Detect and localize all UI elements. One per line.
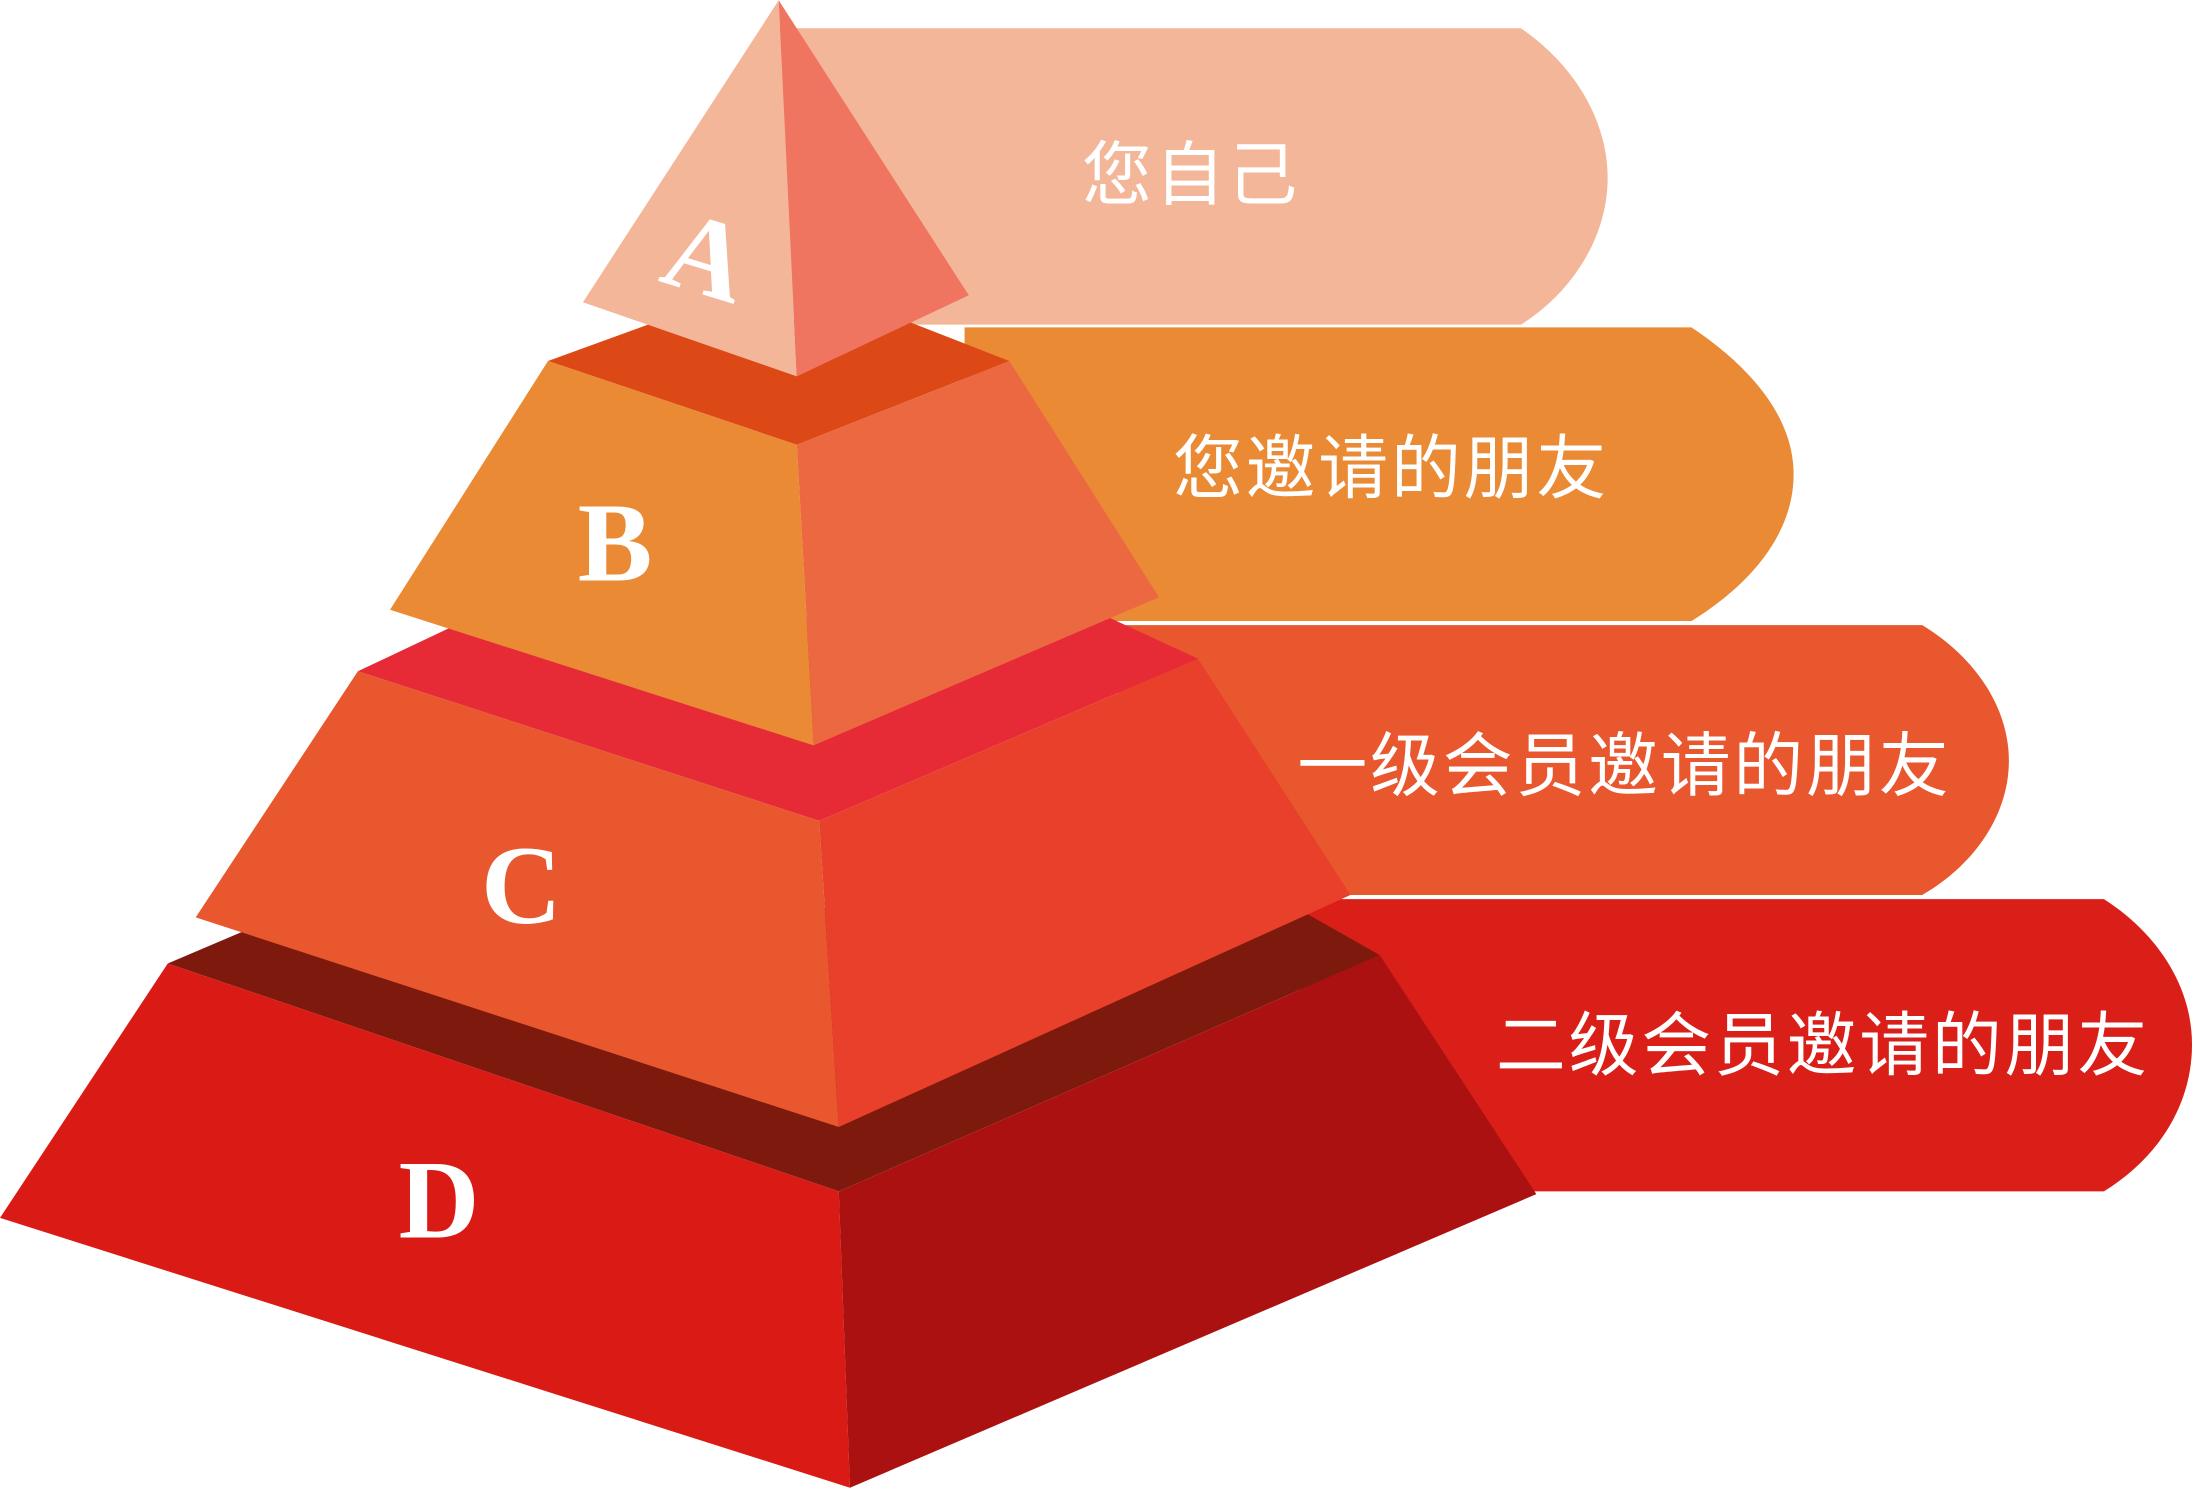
banner-level-a bbox=[775, 28, 1608, 325]
banner-labels: 您自己 您邀请的朋友 一级会员邀请的朋友 二级会员邀请的朋友 bbox=[1082, 135, 2150, 1087]
banner-label-d: 二级会员邀请的朋友 bbox=[1496, 1006, 2150, 1087]
level-a-left-face bbox=[582, 0, 797, 377]
banners bbox=[775, 28, 2192, 1192]
pyramid-level-b bbox=[390, 316, 1159, 746]
level-c-letter: C bbox=[481, 824, 562, 948]
banner-level-c bbox=[1118, 625, 2009, 895]
level-b-letter: B bbox=[578, 481, 653, 605]
banner-level-d bbox=[1300, 899, 2192, 1192]
banner-label-c: 一级会员邀请的朋友 bbox=[1297, 726, 1951, 807]
banner-label-a: 您自己 bbox=[1082, 135, 1300, 216]
level-c-right-face bbox=[819, 658, 1351, 1128]
pyramid-level-a bbox=[582, 0, 969, 377]
level-a-right-face bbox=[778, 0, 969, 377]
level-c-left-face bbox=[195, 671, 839, 1128]
level-b-left-face bbox=[390, 360, 814, 746]
banner-label-b: 您邀请的朋友 bbox=[1173, 428, 1609, 509]
level-b-right-face bbox=[796, 360, 1159, 746]
level-b-top-face bbox=[548, 316, 1010, 445]
level-d-right-face bbox=[838, 955, 1537, 1488]
level-d-letter: D bbox=[399, 1138, 480, 1262]
level-letters: A B C D bbox=[399, 186, 764, 1263]
banner-level-b bbox=[964, 327, 1794, 621]
level-d-left-face bbox=[0, 963, 850, 1488]
